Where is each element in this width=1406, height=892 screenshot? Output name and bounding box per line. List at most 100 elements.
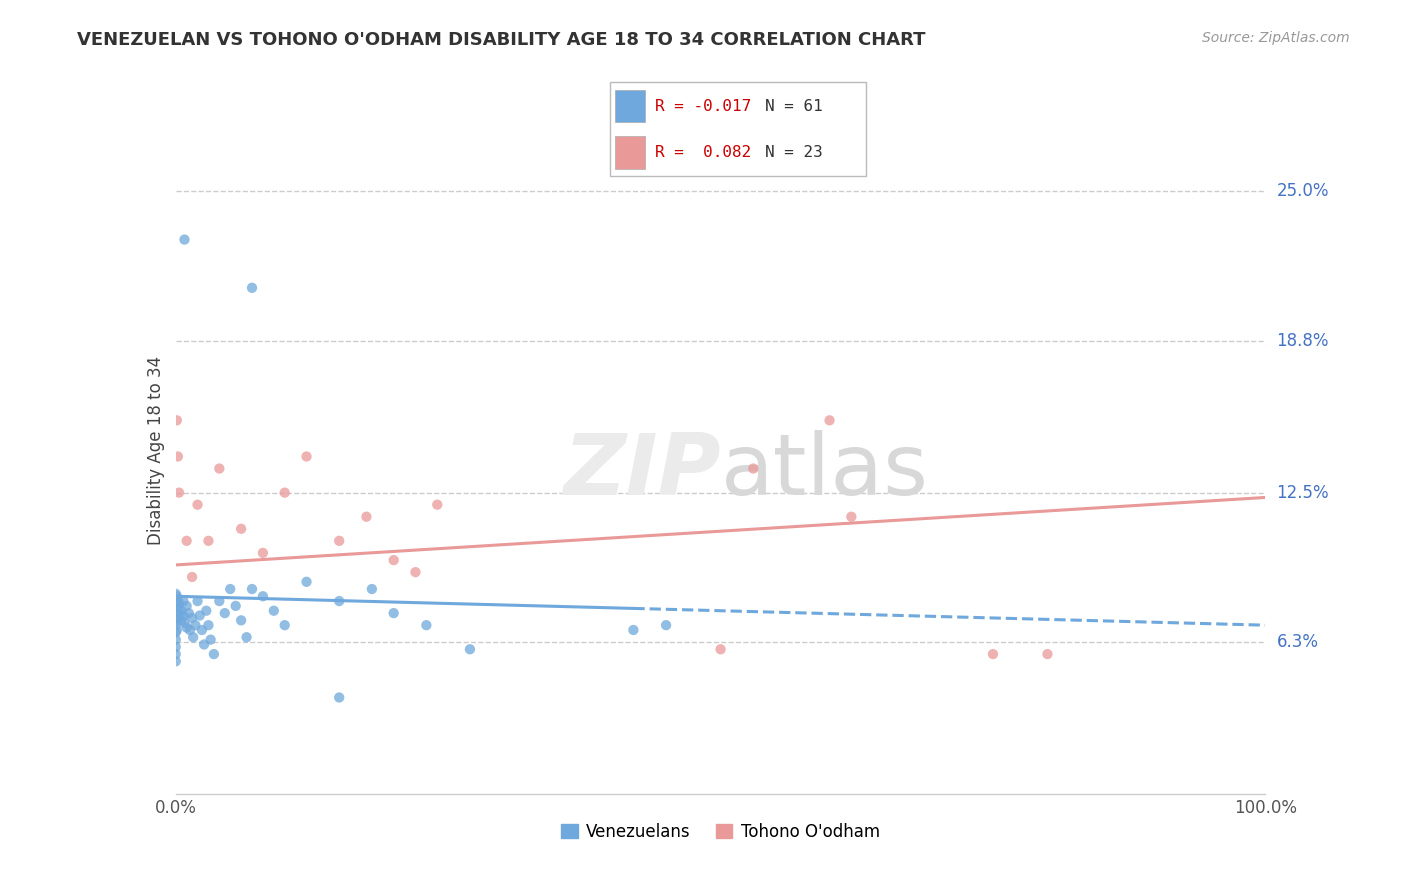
- Text: 18.8%: 18.8%: [1277, 332, 1329, 350]
- Point: [179, 623, 201, 637]
- Point: [167, 601, 190, 615]
- FancyBboxPatch shape: [616, 136, 645, 169]
- Point: [240, 281, 263, 295]
- Point: [415, 618, 437, 632]
- Point: [167, 594, 190, 608]
- Text: N = 23: N = 23: [765, 145, 823, 160]
- Point: [166, 606, 188, 620]
- Point: [176, 621, 198, 635]
- Point: [197, 618, 219, 632]
- Point: [356, 509, 378, 524]
- Point: [382, 606, 405, 620]
- Point: [426, 498, 449, 512]
- Point: [621, 623, 644, 637]
- Point: [202, 647, 225, 661]
- Point: [165, 640, 187, 654]
- Point: [165, 618, 187, 632]
- Point: [173, 615, 195, 630]
- Point: [165, 597, 187, 611]
- Point: [186, 594, 209, 608]
- Point: [166, 599, 188, 613]
- Point: [252, 546, 274, 560]
- Point: [328, 594, 350, 608]
- Point: [173, 233, 195, 247]
- Point: [252, 589, 274, 603]
- Point: [188, 608, 211, 623]
- FancyBboxPatch shape: [616, 90, 645, 122]
- Text: Source: ZipAtlas.com: Source: ZipAtlas.com: [1202, 31, 1350, 45]
- Point: [193, 637, 215, 651]
- Point: [181, 570, 204, 584]
- Point: [214, 606, 236, 620]
- Text: 25.0%: 25.0%: [1277, 182, 1329, 201]
- Text: VENEZUELAN VS TOHONO O'ODHAM DISABILITY AGE 18 TO 34 CORRELATION CHART: VENEZUELAN VS TOHONO O'ODHAM DISABILITY …: [77, 31, 925, 49]
- Point: [165, 654, 187, 668]
- Point: [225, 599, 247, 613]
- Point: [208, 594, 231, 608]
- Point: [176, 533, 198, 548]
- Point: [458, 642, 481, 657]
- Point: [981, 647, 1004, 661]
- Point: [191, 623, 214, 637]
- Point: [172, 608, 194, 623]
- Point: [165, 604, 187, 618]
- Y-axis label: Disability Age 18 to 34: Disability Age 18 to 34: [146, 356, 165, 545]
- Point: [166, 413, 188, 427]
- Point: [166, 613, 188, 627]
- Point: [328, 533, 350, 548]
- Point: [274, 618, 297, 632]
- Point: [841, 509, 863, 524]
- Point: [235, 630, 257, 644]
- Point: [167, 485, 190, 500]
- Point: [274, 485, 297, 500]
- Point: [181, 611, 204, 625]
- Point: [360, 582, 382, 596]
- Point: [295, 574, 318, 589]
- Text: ZIP: ZIP: [562, 430, 721, 513]
- Point: [166, 623, 188, 637]
- Point: [263, 604, 285, 618]
- Point: [219, 582, 242, 596]
- Point: [231, 522, 253, 536]
- Point: [208, 461, 231, 475]
- Text: N = 61: N = 61: [765, 99, 823, 114]
- Point: [200, 632, 222, 647]
- Point: [818, 413, 841, 427]
- Point: [167, 450, 190, 464]
- Text: 6.3%: 6.3%: [1277, 633, 1319, 651]
- Point: [240, 582, 263, 596]
- Point: [186, 498, 209, 512]
- Point: [710, 642, 733, 657]
- Point: [382, 553, 405, 567]
- Text: R =  0.082: R = 0.082: [655, 145, 752, 160]
- Point: [167, 597, 190, 611]
- Point: [167, 611, 190, 625]
- Point: [184, 618, 207, 632]
- Point: [165, 611, 187, 625]
- Point: [197, 533, 219, 548]
- Point: [195, 604, 218, 618]
- Point: [166, 589, 188, 603]
- Point: [165, 625, 187, 640]
- Point: [172, 594, 194, 608]
- Point: [170, 604, 193, 618]
- FancyBboxPatch shape: [610, 82, 866, 177]
- Point: [177, 606, 200, 620]
- Point: [181, 630, 204, 644]
- Point: [328, 690, 350, 705]
- Point: [742, 461, 765, 475]
- Point: [1036, 647, 1059, 661]
- Point: [165, 647, 187, 661]
- Point: [295, 450, 318, 464]
- Point: [231, 613, 253, 627]
- Point: [176, 599, 198, 613]
- Point: [170, 613, 193, 627]
- Point: [165, 587, 187, 601]
- Point: [655, 618, 678, 632]
- Text: atlas: atlas: [721, 430, 928, 513]
- Point: [165, 632, 187, 647]
- Point: [405, 565, 427, 579]
- Text: 12.5%: 12.5%: [1277, 483, 1329, 501]
- Text: R = -0.017: R = -0.017: [655, 99, 752, 114]
- Legend: Venezuelans, Tohono O'odham: Venezuelans, Tohono O'odham: [554, 816, 887, 847]
